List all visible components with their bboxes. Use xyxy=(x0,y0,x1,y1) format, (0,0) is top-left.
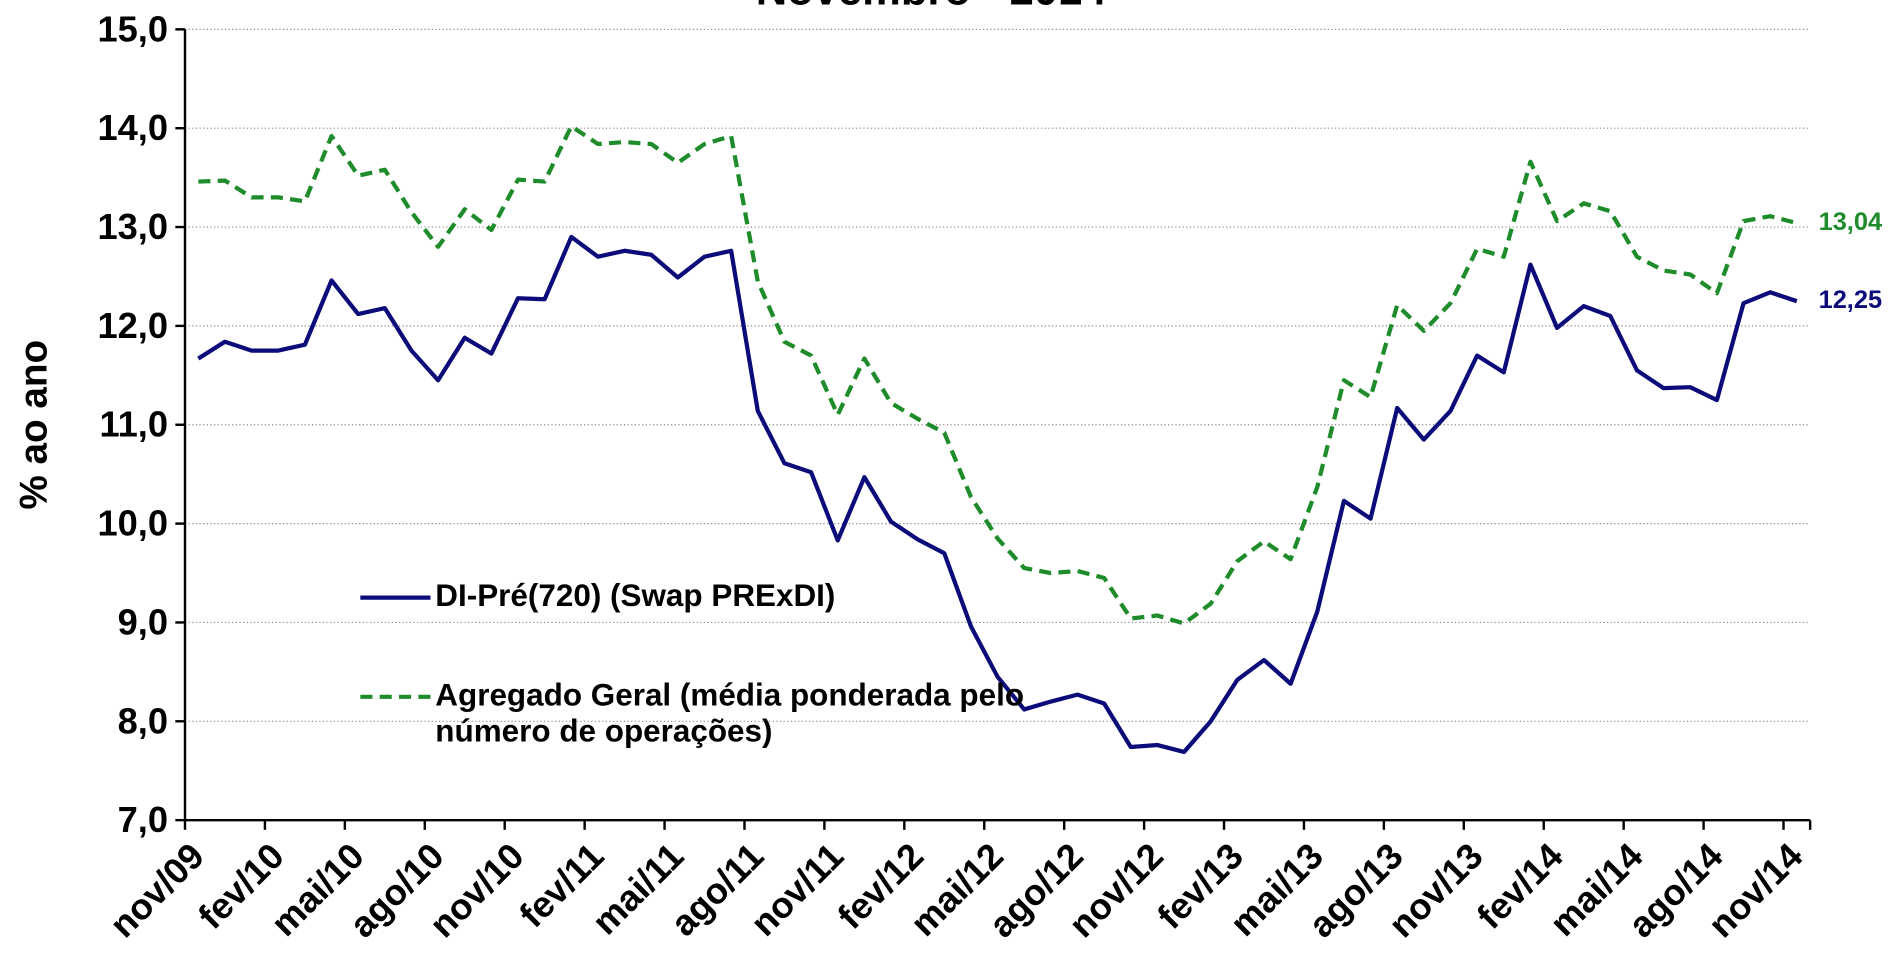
y-tick-label: 8,0 xyxy=(118,700,168,741)
y-tick-label: 14,0 xyxy=(97,107,168,148)
y-tick-label: 10,0 xyxy=(97,503,168,544)
y-tick-label: 7,0 xyxy=(118,799,168,840)
y-tick-label: 15,0 xyxy=(97,8,168,49)
y-tick-label: 11,0 xyxy=(99,404,168,445)
y-tick-label: 13,0 xyxy=(97,206,168,247)
y-axis-label: % ao ano xyxy=(12,340,55,510)
x-tick-label: nov/11 xyxy=(743,835,852,944)
legend-label: DI-Pré(720) (Swap PRExDI) xyxy=(435,577,836,614)
x-tick-label: nov/09 xyxy=(102,835,212,945)
series-line xyxy=(198,124,1798,626)
data-label: 13,04 xyxy=(1819,208,1883,236)
legend-entry: Agregado Geral (média ponderada pelo núm… xyxy=(435,676,1025,749)
y-tick-label: 12,0 xyxy=(97,305,168,346)
data-label: 12,25 xyxy=(1819,286,1883,314)
legend-entry: DI-Pré(720) (Swap PRExDI) xyxy=(435,577,836,614)
series-line xyxy=(197,234,1798,755)
y-tick-label: 9,0 xyxy=(118,601,168,642)
chart-title: Novembro - 2014 xyxy=(756,0,1107,15)
legend-label: Agregado Geral (média ponderada pelo núm… xyxy=(435,676,1025,749)
